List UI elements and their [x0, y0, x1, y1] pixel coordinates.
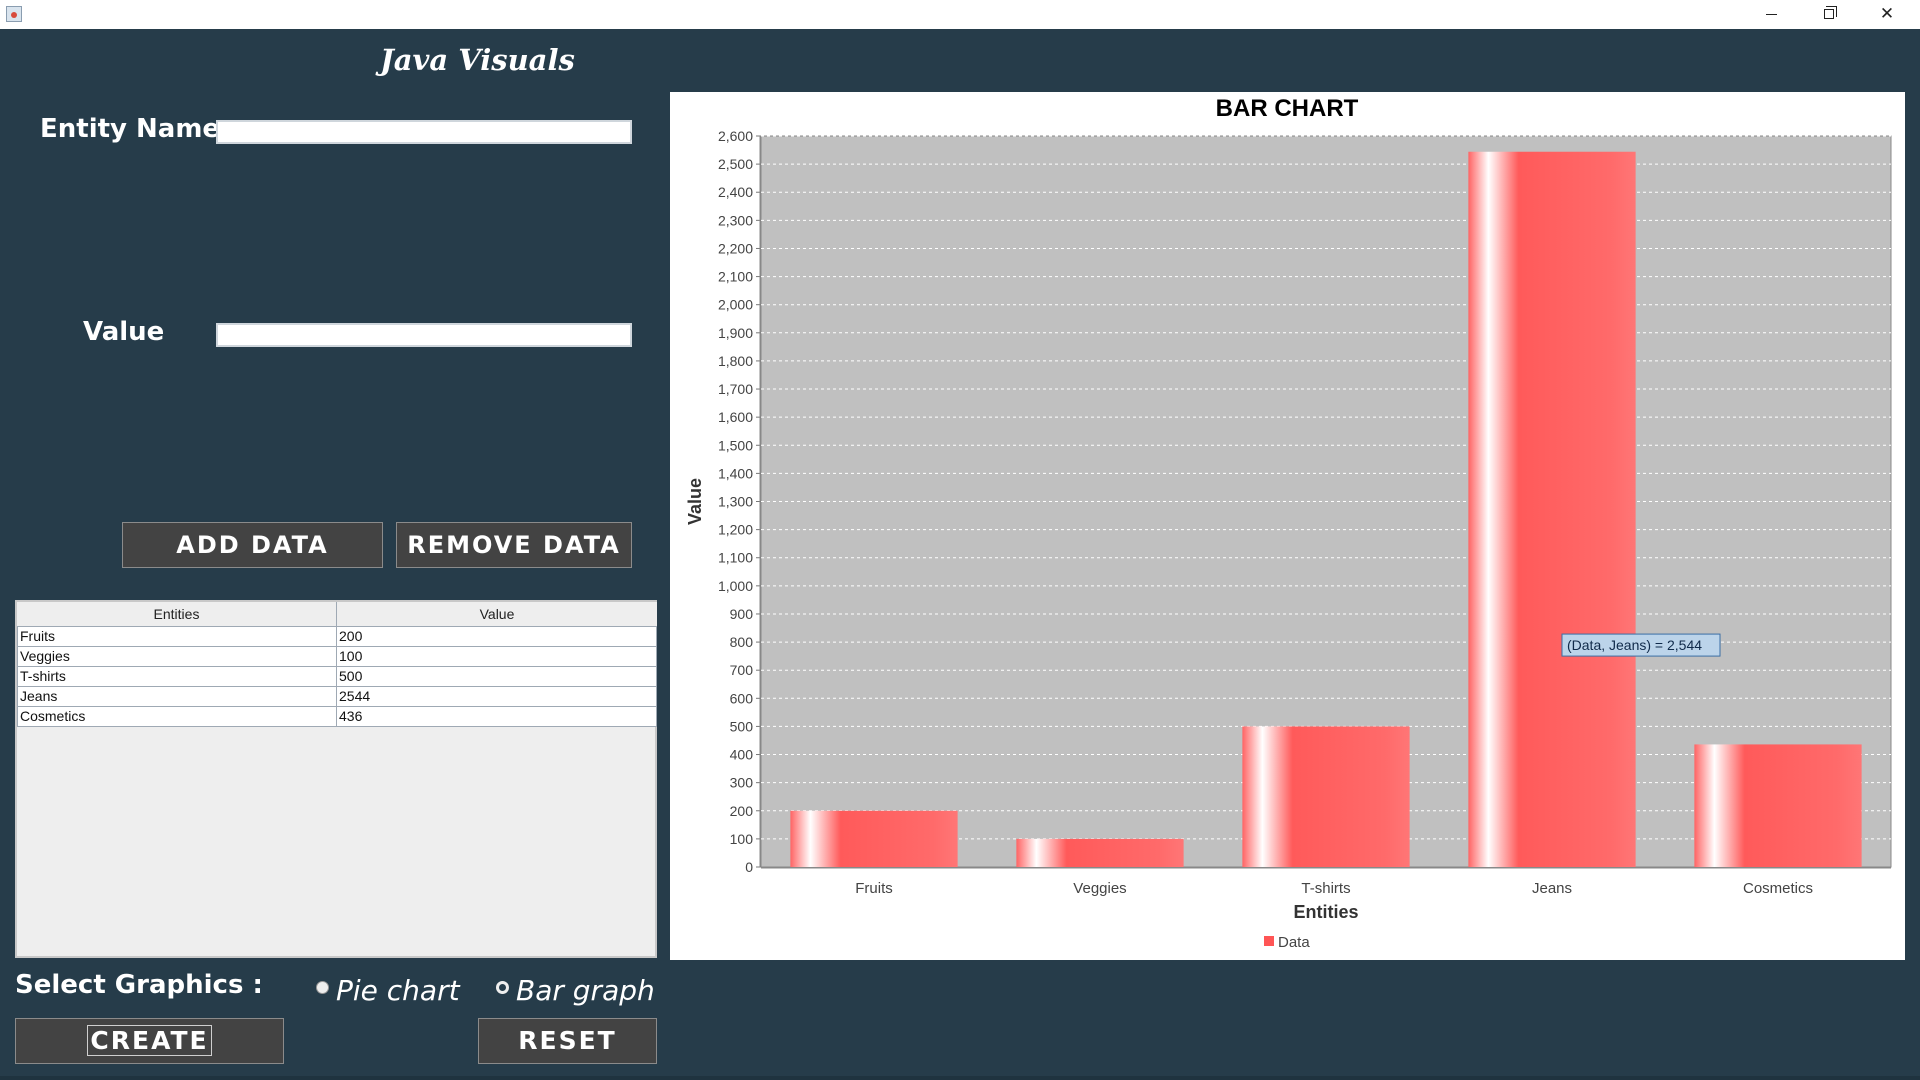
y-tick-label: 500: [730, 718, 754, 734]
restore-icon[interactable]: [1800, 0, 1858, 29]
table-row[interactable]: Veggies 100: [17, 647, 657, 667]
bar-chart: BAR CHART 0 100 200 300 400 500 600 700 800 900 1,0…: [685, 95, 1892, 951]
x-tick-label: Fruits: [855, 880, 893, 897]
y-tick-label: 700: [730, 662, 754, 678]
radio-button-icon[interactable]: [496, 981, 509, 994]
add-data-button[interactable]: ADD DATA: [122, 522, 383, 568]
x-tick-label: Veggies: [1073, 880, 1126, 897]
entity-name-label: Entity Name: [40, 114, 221, 144]
y-tick-label: 1,700: [718, 381, 753, 397]
tooltip-text: (Data, Jeans) = 2,544: [1567, 637, 1702, 653]
y-tick-label: 900: [730, 606, 754, 622]
value-label: Value: [83, 317, 165, 347]
reset-button[interactable]: RESET: [478, 1018, 657, 1064]
bar-veggies: [1016, 838, 1184, 867]
column-header-value[interactable]: Value: [479, 606, 515, 622]
y-tick-label: 2,600: [718, 128, 753, 144]
y-tick-label: 1,200: [718, 522, 753, 538]
select-graphics-label: Select Graphics :: [15, 970, 263, 1000]
y-axis-label: Value: [685, 478, 705, 525]
radio-button-icon[interactable]: [316, 981, 329, 994]
bar-chart-panel: BAR CHART 0 100 200 300 400 500 600 700 800 900 1,0…: [670, 92, 1905, 960]
bar-graph-radio-label[interactable]: Bar graph: [516, 974, 655, 1007]
x-tick-label: T-shirts: [1301, 880, 1350, 897]
bar-t-shirts: [1242, 726, 1410, 867]
y-tick-label: 1,300: [718, 494, 753, 510]
create-button[interactable]: CREATE: [15, 1018, 284, 1064]
column-header-entities[interactable]: Entities: [17, 602, 337, 627]
table-row[interactable]: T-shirts 500: [17, 667, 657, 687]
bar-graph-radio[interactable]: Bar graph: [496, 974, 656, 1008]
y-tick-label: 1,900: [718, 325, 753, 341]
x-axis-label: Entities: [1293, 902, 1358, 922]
table-cell-entity[interactable]: T-shirts: [17, 667, 337, 686]
table-cell-entity[interactable]: Fruits: [17, 627, 337, 646]
y-tick-label: 100: [730, 831, 754, 847]
x-tick-label: Jeans: [1532, 880, 1572, 897]
chart-title: BAR CHART: [1216, 95, 1359, 122]
y-tick-label: 400: [730, 747, 754, 763]
tooltip-box: [1561, 633, 1721, 657]
bar-jeans: [1468, 151, 1636, 867]
data-table[interactable]: Entities Value Fruits 200 Veggies 100 T-…: [15, 600, 657, 958]
y-tick-label: 2,000: [718, 297, 753, 313]
bar-fruits: [790, 810, 958, 867]
y-tick-label: 2,100: [718, 269, 753, 285]
remove-data-button[interactable]: REMOVE DATA: [396, 522, 632, 568]
y-tick-label: 1,100: [718, 550, 753, 566]
table-cell-entity[interactable]: Veggies: [17, 647, 337, 666]
table-row[interactable]: Jeans 2544: [17, 687, 657, 707]
table-cell-value[interactable]: 436: [337, 707, 657, 726]
create-button-label[interactable]: CREATE: [87, 1025, 212, 1056]
x-tick-label: Cosmetics: [1743, 880, 1813, 897]
y-tick-label: 2,200: [718, 240, 753, 256]
y-tick-label: 2,500: [718, 156, 753, 172]
y-tick-label: 800: [730, 634, 754, 650]
table-header: Entities Value: [17, 602, 657, 627]
entity-name-input[interactable]: [216, 120, 632, 144]
window-title-bar: ✕: [0, 0, 1920, 29]
y-tick-label: 300: [730, 775, 754, 791]
value-input[interactable]: [216, 323, 632, 347]
table-cell-value[interactable]: 200: [337, 627, 657, 646]
y-tick-label: 2,400: [718, 184, 753, 200]
y-tick-label: 600: [730, 690, 754, 706]
y-tick-label: 1,600: [718, 409, 753, 425]
y-tick-label: 200: [730, 803, 754, 819]
legend-swatch: [1264, 936, 1274, 946]
y-tick-label: 1,500: [718, 437, 753, 453]
bar-cosmetics: [1694, 744, 1862, 867]
legend-label: Data: [1278, 934, 1310, 951]
table-row[interactable]: Fruits 200: [17, 627, 657, 647]
app-logo: Java Visuals: [380, 43, 575, 77]
table-cell-value[interactable]: 2544: [337, 687, 657, 706]
table-row[interactable]: Cosmetics 436: [17, 707, 657, 727]
y-tick-label: 1,800: [718, 353, 753, 369]
table-cell-entity[interactable]: Cosmetics: [17, 707, 337, 726]
y-tick-label: 2,300: [718, 212, 753, 228]
y-tick-label: 1,400: [718, 465, 753, 481]
y-tick-label: 1,000: [718, 578, 753, 594]
window-bottom-border: [0, 1076, 1920, 1080]
table-cell-value[interactable]: 100: [337, 647, 657, 666]
table-cell-value[interactable]: 500: [337, 667, 657, 686]
y-tick-label: 0: [745, 859, 753, 875]
close-icon[interactable]: ✕: [1879, 4, 1895, 24]
minimize-icon[interactable]: [1742, 0, 1800, 29]
pie-chart-radio-label[interactable]: Pie chart: [336, 974, 460, 1007]
pie-chart-radio[interactable]: Pie chart: [316, 974, 486, 1008]
java-app-icon: [6, 6, 22, 22]
table-cell-entity[interactable]: Jeans: [17, 687, 337, 706]
